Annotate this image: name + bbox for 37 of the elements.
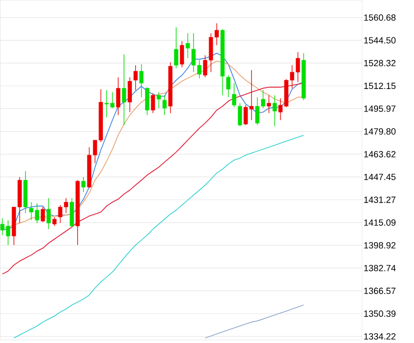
y-tick-label: 1334.22 xyxy=(364,333,396,340)
candlestick xyxy=(52,216,57,226)
candlestick xyxy=(162,94,167,116)
candlestick xyxy=(232,82,236,108)
candlestick xyxy=(70,198,74,228)
candlestick xyxy=(122,54,126,126)
y-tick-label: 1479.80 xyxy=(364,128,396,135)
y-tick-label: 1350.39 xyxy=(364,310,396,317)
candlestick xyxy=(40,206,45,222)
y-tick-label: 1528.32 xyxy=(364,60,396,66)
candlestick xyxy=(272,94,277,127)
candlestick xyxy=(238,102,242,127)
candlestick xyxy=(266,94,271,114)
candlestick xyxy=(186,32,190,59)
candlestick xyxy=(156,92,161,109)
candlestick xyxy=(134,64,138,91)
y-tick-label: 1415.09 xyxy=(364,219,396,226)
y-tick-label: 1512.15 xyxy=(364,82,396,90)
y-tick-label: 1447.45 xyxy=(364,174,396,180)
y-tick-label: 1382.74 xyxy=(364,264,396,272)
y-tick-label: 1398.92 xyxy=(364,242,396,249)
y-tick-label: 1431.27 xyxy=(364,196,396,203)
candlestick xyxy=(139,64,144,98)
y-tick-label: 1495.97 xyxy=(364,106,396,112)
y-tick-label: 1366.57 xyxy=(364,288,396,294)
candlestick xyxy=(145,86,150,116)
candlestick xyxy=(128,76,132,113)
candlestick xyxy=(46,198,51,230)
y-tick-label: 1544.50 xyxy=(364,37,396,44)
y-tick-label: 1463.62 xyxy=(364,151,396,158)
candlestick xyxy=(116,76,120,116)
candlestick xyxy=(226,74,230,98)
candlestick xyxy=(81,176,86,193)
candlestick xyxy=(150,92,156,114)
candlestick xyxy=(174,26,178,69)
y-tick-label: 1560.68 xyxy=(364,14,396,21)
candlestick xyxy=(180,40,184,68)
